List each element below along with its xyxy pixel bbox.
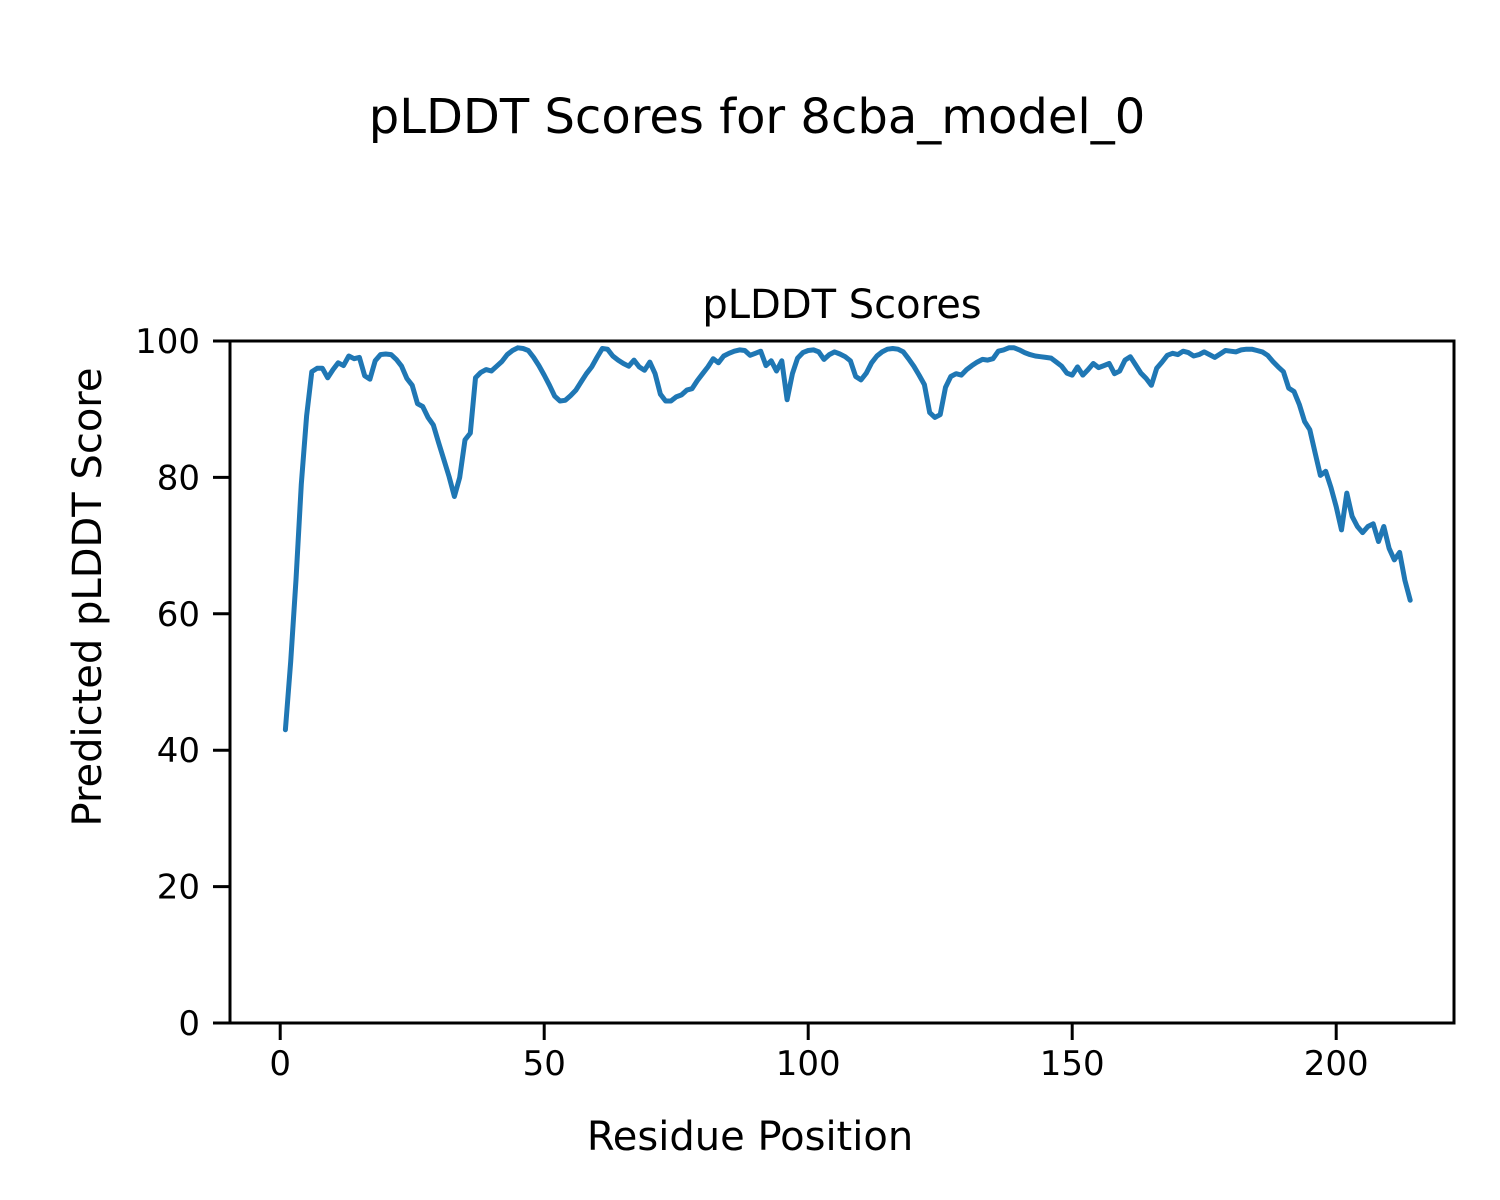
y-tick-label: 20 [157, 868, 200, 908]
y-tick-label: 0 [178, 1004, 200, 1044]
y-tick-label: 80 [157, 458, 200, 498]
y-tick-label: 40 [157, 731, 200, 771]
y-tick-label: 100 [135, 322, 200, 362]
x-axis-ticks: 0 50 100 150 200 [269, 1023, 1369, 1084]
x-tick-label: 0 [269, 1044, 291, 1084]
y-axis-label: Predicted pLDDT Score [65, 368, 111, 827]
x-axis-label: Residue Position [587, 1114, 913, 1160]
x-tick-label: 150 [1040, 1044, 1105, 1084]
x-tick-label: 200 [1304, 1044, 1369, 1084]
y-tick-label: 60 [157, 595, 200, 635]
plot-border [228, 339, 1456, 1025]
main-title: pLDDT Scores for 8cba_model_0 [369, 89, 1145, 145]
axes-title: pLDDT Scores [702, 282, 981, 328]
y-axis-ticks: 0 20 40 60 80 100 [135, 322, 230, 1044]
x-tick-label: 50 [523, 1044, 566, 1084]
plot-line [282, 345, 1413, 733]
x-tick-label: 100 [776, 1044, 841, 1084]
